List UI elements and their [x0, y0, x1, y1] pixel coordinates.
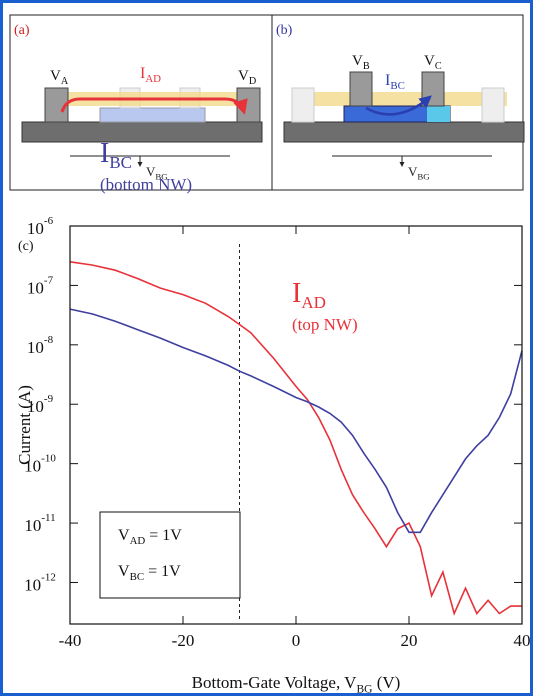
series-name: IAD — [292, 278, 326, 312]
x-tick-label: 20 — [401, 631, 418, 650]
label-main: V — [352, 53, 363, 69]
y-tick-base: 10 — [24, 575, 41, 594]
series-name-main: I — [100, 138, 109, 169]
label-main: V — [118, 527, 130, 544]
label-main: I — [140, 65, 145, 82]
series-line — [69, 308, 523, 534]
sub-label: VA — [50, 68, 69, 87]
label-sub: AD — [145, 73, 161, 85]
label-sub: A — [61, 76, 69, 87]
label-rest: (V) — [372, 673, 400, 692]
label-rest: = 1V — [144, 563, 181, 580]
current-arrow — [60, 97, 248, 115]
faint-electrode — [481, 87, 505, 123]
sub-label: VBG — [408, 164, 430, 181]
schematic-frame — [9, 14, 524, 191]
faint-electrode — [291, 87, 315, 123]
label-main: I — [385, 72, 390, 89]
conditions-box — [99, 511, 241, 599]
y-tick-label: 10-10 — [24, 453, 56, 476]
x-tick-label: 0 — [292, 631, 301, 650]
substrate — [21, 121, 263, 143]
series-name: IBC — [100, 138, 132, 172]
x-tick-label: -40 — [59, 631, 82, 650]
series-note: (top NW) — [292, 315, 358, 334]
label-sub: C — [435, 61, 442, 72]
label-sub: D — [249, 76, 256, 87]
y-tick-exponent: -10 — [41, 453, 56, 465]
electrode — [44, 87, 69, 123]
series-note: (bottom NW) — [100, 175, 192, 194]
y-tick-exponent: -7 — [44, 274, 54, 286]
label-sub: BG — [155, 171, 168, 181]
y-tick-exponent: -8 — [44, 334, 54, 346]
series-name-main: I — [292, 278, 301, 309]
label-main: V — [146, 164, 156, 179]
sub-label: VD — [238, 68, 256, 87]
sub-label: IBC — [385, 72, 405, 92]
bottom-wire-tip — [427, 106, 450, 122]
x-tick-label: 40 — [514, 631, 531, 650]
bottom-wire — [99, 107, 206, 123]
label-sub: BC — [390, 80, 405, 92]
sub-label: VC — [424, 53, 442, 72]
y-tick-base: 10 — [24, 457, 41, 476]
sub-label: VAD = 1V — [118, 527, 182, 547]
y-tick-base: 10 — [27, 278, 44, 297]
y-tick-base: 10 — [27, 338, 44, 357]
substrate — [283, 121, 525, 143]
y-tick-label: 10-8 — [27, 334, 54, 357]
plot-frame — [69, 225, 523, 625]
top-wire — [292, 92, 507, 106]
label-main: V — [118, 563, 130, 580]
series-name-sub: BC — [109, 153, 132, 172]
sub-label: VBG — [146, 164, 168, 181]
label-sub: B — [363, 61, 370, 72]
y-tick-label: 10-12 — [24, 571, 56, 594]
y-tick-base: 10 — [27, 219, 44, 238]
y-tick-base: 10 — [27, 397, 44, 416]
label-main: V — [50, 68, 61, 84]
label-main: V — [424, 53, 435, 69]
y-axis-label: Current (A) — [15, 385, 34, 465]
current-arrow — [365, 95, 432, 116]
y-tick-base: 10 — [24, 516, 41, 535]
label-rest: = 1V — [145, 527, 182, 544]
sub-label: IAD — [140, 65, 161, 85]
y-tick-label: 10-9 — [27, 393, 54, 416]
y-tick-label: 10-7 — [27, 274, 54, 297]
label-sub: BG — [356, 682, 372, 695]
series-line — [69, 261, 522, 616]
electrode — [349, 71, 373, 107]
panel-label: (a) — [14, 23, 30, 38]
panel-label: (c) — [18, 239, 34, 254]
label-main: V — [408, 164, 418, 179]
y-tick-label: 10-6 — [27, 215, 54, 238]
label-sub: BG — [417, 171, 430, 181]
label-sub: BC — [130, 571, 145, 583]
sub-label: Bottom-Gate Voltage, VBG (V) — [192, 673, 401, 695]
label-main: V — [238, 68, 249, 84]
sub-label: VB — [352, 53, 370, 72]
series-name-sub: AD — [301, 293, 326, 312]
y-tick-exponent: -12 — [41, 571, 56, 583]
y-tick-label: 10-11 — [24, 512, 55, 535]
label-main: Bottom-Gate Voltage, V — [192, 673, 358, 692]
x-tick-label: -20 — [172, 631, 195, 650]
panel-label: (b) — [276, 23, 293, 38]
sub-label: VBC = 1V — [118, 563, 181, 583]
y-tick-exponent: -9 — [44, 393, 54, 405]
y-tick-exponent: -11 — [41, 512, 55, 524]
y-tick-exponent: -6 — [44, 215, 54, 227]
label-sub: AD — [130, 535, 146, 547]
